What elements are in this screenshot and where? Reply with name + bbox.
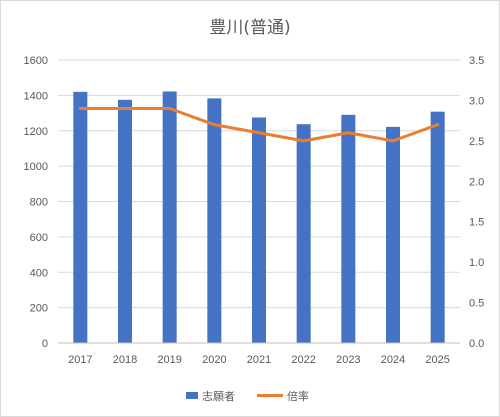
legend-swatch-bar <box>186 392 198 399</box>
legend: 志願者 倍率 <box>186 389 309 403</box>
bar <box>73 91 88 344</box>
rate-point <box>436 123 440 127</box>
right-y-axis: 0.0 0.5 1.0 1.5 2.0 2.5 3.0 3.5 <box>469 55 484 350</box>
rate-point <box>78 107 82 111</box>
x-tick-label: 2021 <box>247 354 271 366</box>
bar <box>162 91 177 343</box>
right-tick-label: 3.5 <box>469 55 484 67</box>
rate-point <box>257 131 261 135</box>
bar <box>118 99 132 343</box>
right-tick-label: 1.0 <box>469 257 484 269</box>
x-tick-label: 2019 <box>157 354 181 366</box>
left-tick-label: 1200 <box>24 126 48 138</box>
bar <box>430 111 445 344</box>
x-tick-label: 2025 <box>425 354 449 366</box>
left-tick-label: 1400 <box>24 90 48 102</box>
x-tick-label: 2020 <box>202 354 226 366</box>
x-tick-label: 2023 <box>336 354 360 366</box>
left-tick-label: 800 <box>30 197 48 209</box>
left-y-axis: 0 200 400 600 800 1000 1200 1400 1600 <box>24 55 48 350</box>
right-tick-label: 2.5 <box>469 136 484 148</box>
bar <box>252 117 266 343</box>
right-tick-label: 2.0 <box>469 176 484 188</box>
x-tick-label: 2024 <box>381 354 405 366</box>
line-series <box>78 107 440 143</box>
left-tick-label: 0 <box>42 338 48 350</box>
rate-point <box>168 107 172 111</box>
rate-point <box>212 123 216 127</box>
right-tick-label: 0.0 <box>469 338 484 350</box>
x-axis: 2017 2018 2019 2020 2021 2022 2023 2024 2025 <box>58 342 460 366</box>
bar-series <box>73 91 445 344</box>
rate-point <box>391 139 395 143</box>
right-tick-label: 3.0 <box>469 95 484 107</box>
left-tick-label: 1000 <box>24 161 48 173</box>
legend-label-line: 倍率 <box>287 389 309 403</box>
rate-point <box>346 131 350 135</box>
left-tick-label: 200 <box>30 303 48 315</box>
bar <box>341 114 356 343</box>
bar <box>386 126 400 343</box>
right-tick-label: 0.5 <box>469 298 484 310</box>
bar <box>207 98 222 344</box>
x-tick-label: 2022 <box>291 354 315 366</box>
right-tick-label: 1.5 <box>469 217 484 229</box>
x-tick-label: 2017 <box>68 354 92 366</box>
left-tick-label: 400 <box>30 267 48 279</box>
x-tick-label: 2018 <box>113 354 137 366</box>
left-tick-label: 1600 <box>24 55 48 67</box>
legend-label-bar: 志願者 <box>202 390 235 403</box>
rate-point <box>302 139 306 143</box>
chart-title: 豊川(普通) <box>209 18 290 38</box>
left-tick-label: 600 <box>30 232 48 244</box>
rate-point <box>123 107 127 111</box>
bar <box>296 124 311 343</box>
